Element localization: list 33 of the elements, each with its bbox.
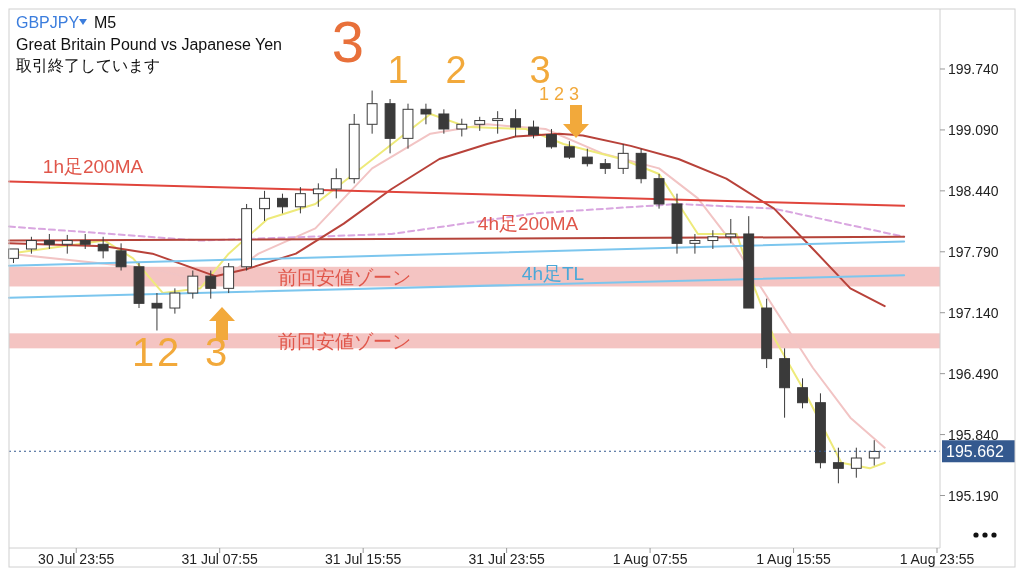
- y-tick-label: 197.790: [948, 243, 999, 260]
- band-label: 前回安値ゾーン: [277, 266, 411, 288]
- annotation: 1h足200MA: [42, 156, 144, 177]
- annotation: 1: [387, 49, 409, 91]
- x-tick-label: 1 Aug 15:55: [756, 551, 832, 567]
- y-tick-label: 199.090: [948, 121, 999, 138]
- annotation: 4h足TL: [521, 263, 585, 284]
- annotation: 3: [331, 9, 365, 74]
- annotation: 3: [568, 84, 580, 104]
- x-tick-label: 1 Aug 23:55: [899, 551, 975, 567]
- x-tick-label: 30 Jul 23:55: [38, 551, 115, 567]
- y-tick-label: 197.140: [948, 304, 999, 321]
- y-tick-label: 195.190: [948, 487, 999, 504]
- annotation: 取引終了しています: [16, 57, 160, 74]
- y-tick-label: 195.840: [948, 426, 999, 443]
- y-tick-label: 198.440: [948, 182, 999, 199]
- annotation: 2: [553, 84, 565, 104]
- annotation: M5: [94, 14, 117, 31]
- y-tick-label: 196.490: [948, 365, 999, 382]
- annotation: 4h足200MA: [477, 213, 579, 234]
- annotation: 1: [131, 330, 155, 374]
- x-tick-label: 1 Aug 07:55: [612, 551, 688, 567]
- band-label: 前回安値ゾーン: [277, 330, 411, 352]
- y-tick-label: 199.740: [948, 60, 999, 77]
- annotation: 3: [204, 330, 228, 374]
- annotation: 2: [445, 49, 467, 91]
- x-tick-label: 31 Jul 15:55: [325, 551, 402, 567]
- ref-line-label: 195.662: [946, 443, 1004, 461]
- text: Great Britain Pound vs Japanese Yen: [16, 36, 282, 53]
- x-tick-label: 31 Jul 07:55: [181, 551, 259, 567]
- annotation: 2: [156, 330, 180, 374]
- x-tick-label: 31 Jul 23:55: [468, 551, 545, 567]
- chart-title: GBPJPY: [16, 14, 80, 31]
